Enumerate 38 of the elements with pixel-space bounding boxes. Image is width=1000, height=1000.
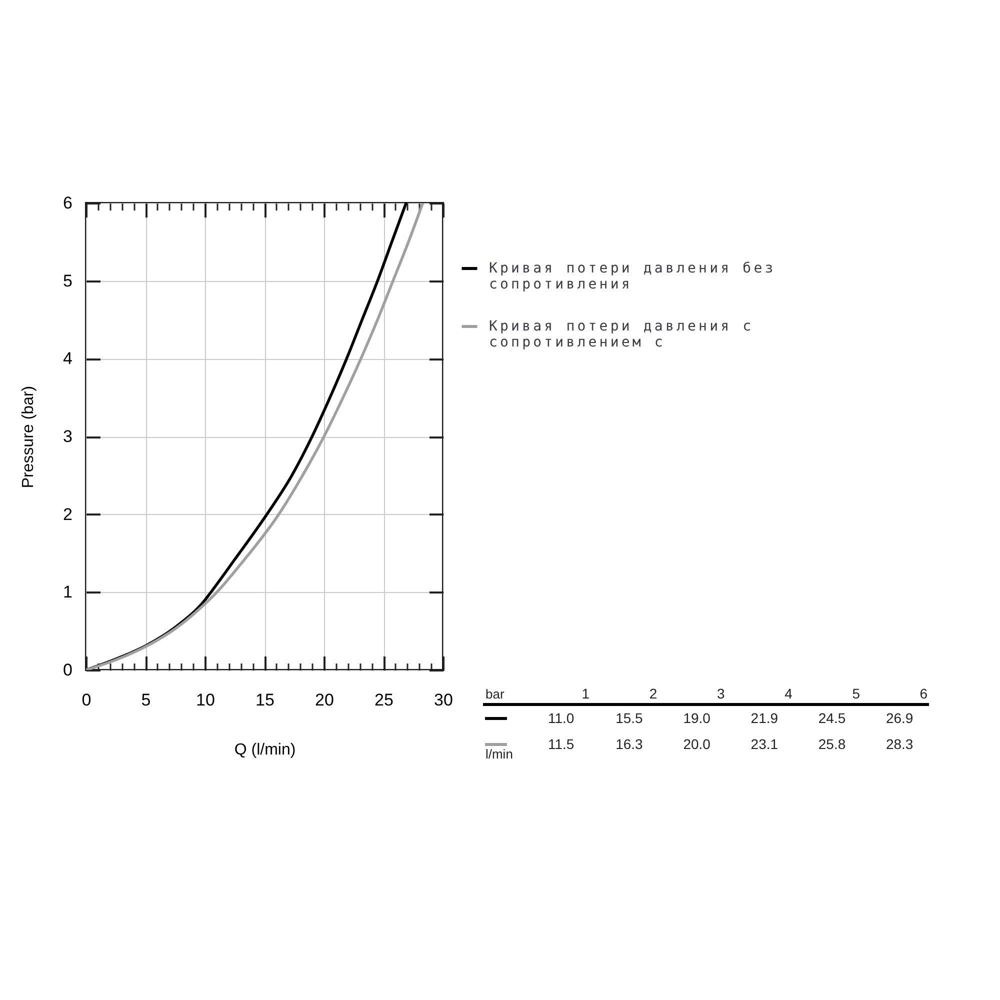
legend-label: Кривая потери давления без сопротивления	[489, 260, 776, 292]
x-tick-label: 0	[82, 690, 92, 710]
data-label: 20.0	[683, 736, 711, 752]
data-label: 28.3	[886, 736, 914, 752]
x-tick-label: 4	[784, 686, 793, 702]
x-tick-label: 10	[196, 690, 215, 710]
x-tick-label: 3	[716, 686, 725, 702]
data-label: 16.3	[616, 736, 644, 752]
y-tick-label: 5	[63, 271, 72, 290]
data-label: 11.0	[548, 710, 574, 726]
x-tick-label: 6	[920, 686, 928, 702]
data-label: 26.9	[886, 710, 914, 726]
y-tick-label: 6	[63, 194, 72, 212]
x-tick-label: 1	[582, 686, 590, 702]
y-tick-label: 1	[63, 582, 72, 602]
y-tick-label: 2	[63, 504, 72, 524]
y-tick-label: 0	[63, 660, 72, 680]
x-axis-title: bar	[486, 686, 505, 702]
data-label: 24.5	[818, 710, 846, 726]
x-tick-label: 15	[256, 690, 274, 710]
y-axis-title: Pressure (bar)	[20, 386, 38, 488]
y-tick-label: 4	[63, 349, 72, 368]
data-label: 11.5	[548, 736, 574, 752]
legend-label: Кривая потери давления с сопротивлением с	[489, 318, 754, 350]
y-tick-label: 3	[63, 427, 72, 446]
data-label: 15.5	[616, 710, 644, 726]
data-label: 19.0	[683, 710, 711, 726]
x-axis-title: Q (l/min)	[234, 742, 296, 758]
x-tick-label: 5	[852, 686, 860, 702]
y-axis-title: l/min	[486, 746, 513, 762]
data-label: 23.1	[750, 736, 778, 752]
x-tick-label: 30	[434, 690, 453, 710]
x-tick-label: 2	[649, 686, 658, 702]
x-tick-label: 25	[374, 690, 394, 710]
x-tick-label: 20	[315, 690, 334, 710]
data-label: 21.9	[750, 710, 778, 726]
data-label: 25.8	[818, 736, 846, 752]
x-tick-label: 5	[141, 690, 151, 710]
